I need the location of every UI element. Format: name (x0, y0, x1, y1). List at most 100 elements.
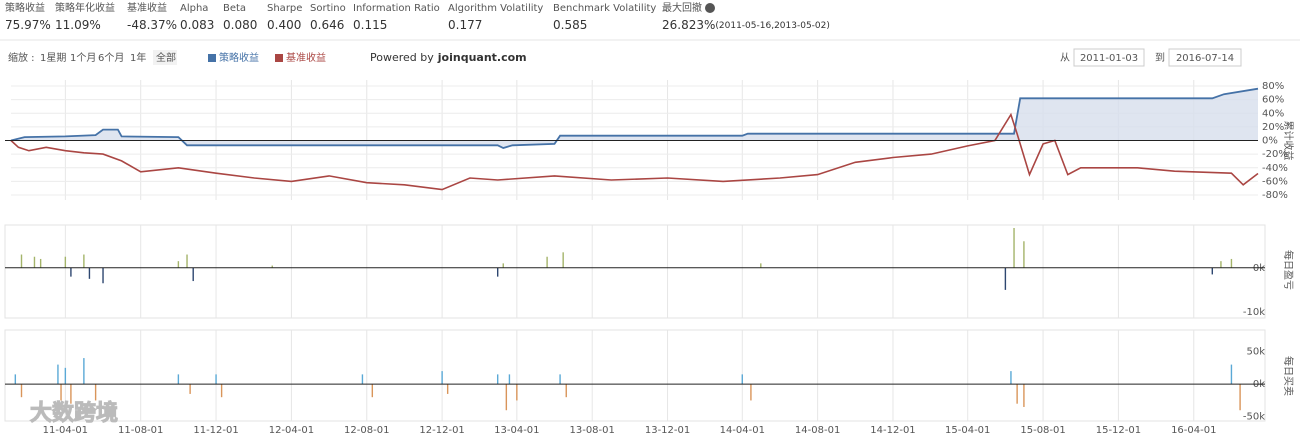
x-tick-label: 14-08-01 (795, 425, 840, 436)
bar (1230, 258, 1233, 268)
bar (1239, 384, 1241, 411)
y-axis-title: 每日盈亏 (1282, 250, 1295, 290)
bar (271, 265, 273, 268)
x-tick-label: 12-08-01 (344, 425, 389, 436)
x-tick-label: 12-12-01 (419, 425, 464, 436)
bar (508, 374, 511, 385)
x-tick-label: 16-04-01 (1171, 425, 1216, 436)
metric-value-text: 0.400 (267, 18, 301, 32)
bar (220, 384, 223, 398)
metric-value-text: 0.177 (448, 18, 482, 32)
bar (189, 384, 191, 394)
y-tick-label: 80% (1262, 81, 1284, 92)
bar (516, 384, 518, 401)
bar (760, 263, 762, 268)
metric-label: Algorithm Volatility (448, 3, 543, 14)
metric-value: 0.646 (310, 18, 344, 32)
y-tick-label: 40% (1262, 108, 1284, 119)
zoom-label: 缩放 : (8, 51, 35, 64)
metric-label: 最大回撤 (662, 1, 702, 14)
x-tick-label: 15-12-01 (1096, 425, 1141, 436)
help-icon[interactable] (705, 3, 715, 13)
bar (546, 256, 548, 268)
x-tick-label: 11-12-01 (193, 425, 238, 436)
metric-value-text: -48.37% (127, 18, 177, 32)
bar (57, 364, 59, 385)
bar (20, 254, 23, 268)
x-tick-label: 11-04-01 (43, 425, 88, 436)
metric-value: 0.080 (223, 18, 257, 32)
metric-detail: (2011-05-16,2013-05-02) (715, 21, 830, 31)
bar (64, 256, 67, 268)
metric-value-text: 11.09% (55, 18, 101, 32)
from-label: 从 (1060, 53, 1070, 64)
bar (1023, 384, 1025, 407)
x-tick-label: 15-08-01 (1020, 425, 1065, 436)
series-line (10, 87, 1259, 149)
x-tick-label: 13-04-01 (494, 425, 539, 436)
y-tick-label: 60% (1262, 95, 1284, 106)
date-input[interactable] (1168, 48, 1242, 67)
bar (177, 374, 180, 385)
panel-frame (4, 329, 1266, 422)
metric-value-text: 0.585 (553, 18, 587, 32)
bar (496, 267, 499, 277)
powered-by: Powered by joinquant.com (370, 51, 527, 64)
metric-value: 75.97% (5, 18, 51, 32)
zoom-button[interactable]: 6个月 (98, 52, 124, 64)
bar (215, 374, 217, 385)
metric-label: Sortino (310, 3, 346, 14)
bar (1220, 261, 1222, 268)
bar (20, 384, 23, 398)
metric-value-text: 0.115 (353, 18, 387, 32)
bar (502, 263, 504, 268)
y-tick-label: -40% (1262, 163, 1288, 174)
x-tick-label: 13-12-01 (645, 425, 690, 436)
to-date: 2016-07-14 (1176, 53, 1234, 64)
y-tick-label: -10k (1243, 307, 1265, 318)
legend-swatch[interactable] (208, 54, 216, 62)
bar (1004, 267, 1007, 290)
metric-value: 0.400 (267, 18, 301, 32)
x-tick-label: 14-12-01 (870, 425, 915, 436)
bar (1023, 241, 1025, 268)
x-tick-label: 12-04-01 (269, 425, 314, 436)
watermark: 大数跨境 (30, 400, 118, 426)
metric-value: 11.09% (55, 18, 101, 32)
metric-label: Beta (223, 3, 246, 14)
to-label: 到 (1155, 52, 1165, 64)
metric-label: Alpha (180, 3, 208, 14)
zoom-button[interactable]: 1年 (130, 51, 146, 64)
bar (64, 367, 67, 385)
bar (750, 384, 752, 401)
metric-label: Sharpe (267, 3, 302, 14)
bar (60, 384, 62, 401)
date-input[interactable] (1073, 48, 1145, 67)
bar (505, 384, 508, 411)
bar (559, 374, 561, 385)
bar (177, 261, 180, 268)
metric-label: Information Ratio (353, 3, 440, 14)
bar (83, 358, 85, 385)
y-axis-title: 每日买卖 (1282, 356, 1295, 396)
x-tick-label: 13-08-01 (569, 425, 614, 436)
legend-label[interactable]: 基准收益 (286, 51, 326, 64)
y-tick-label: 20% (1262, 122, 1284, 133)
zoom-button[interactable]: 全部 (156, 51, 176, 64)
bar (83, 254, 85, 268)
y-tick-label: 50k (1246, 347, 1265, 358)
powered-by-text: Powered by (370, 51, 434, 64)
bar (441, 371, 443, 385)
bar (94, 384, 97, 401)
metric-value: 0.585 (553, 18, 587, 32)
series-line (10, 112, 1259, 191)
zoom-button[interactable]: 1星期 (40, 52, 66, 64)
y-tick-label: -80% (1262, 190, 1288, 201)
y-tick-label: 0% (1262, 136, 1278, 147)
legend-label[interactable]: 策略收益 (219, 51, 259, 64)
legend-swatch[interactable] (275, 54, 283, 62)
zoom-button[interactable]: 1个月 (70, 52, 96, 64)
